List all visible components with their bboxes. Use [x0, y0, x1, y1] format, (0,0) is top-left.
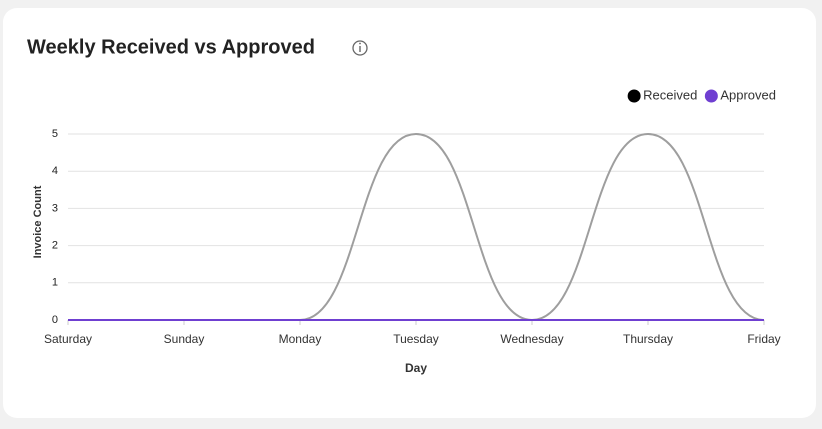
chart-title: Weekly Received vs Approved	[27, 36, 315, 58]
series-line	[67, 132, 765, 322]
legend-label[interactable]: Approved	[720, 87, 776, 102]
chart-card	[3, 8, 816, 418]
x-tick-label: Sunday	[164, 332, 205, 346]
legend-dot	[704, 89, 718, 103]
y-axis-label: Invoice Count	[32, 185, 44, 258]
info-icon[interactable]	[352, 40, 368, 56]
x-tick-label: Tuesday	[393, 332, 439, 346]
y-tick-label: 5	[52, 128, 58, 140]
x-tick-label: Saturday	[44, 332, 92, 346]
y-tick-label: 4	[52, 165, 58, 177]
x-tick-label: Thursday	[623, 332, 673, 346]
legend-dot	[627, 89, 641, 103]
x-axis-label: Day	[405, 361, 427, 375]
y-tick-label: 1	[52, 277, 58, 289]
y-tick-label: 2	[52, 240, 58, 252]
x-tick-label: Friday	[747, 332, 780, 346]
y-tick-label: 3	[52, 202, 58, 214]
legend-label[interactable]: Received	[643, 87, 697, 102]
x-tick-label: Monday	[279, 332, 322, 346]
y-tick-label: 0	[52, 314, 58, 326]
x-tick-label: Wednesday	[500, 332, 563, 346]
